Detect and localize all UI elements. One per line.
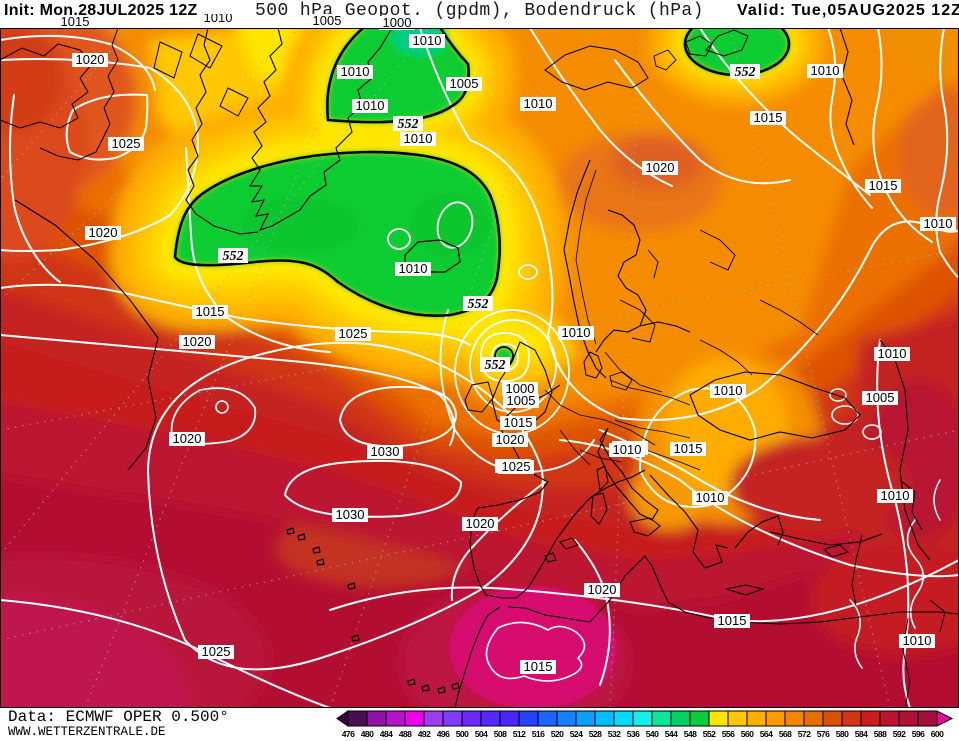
svg-text:1010: 1010	[524, 96, 553, 111]
svg-text:552: 552	[485, 358, 506, 373]
svg-text:552: 552	[223, 249, 244, 264]
svg-text:596: 596	[912, 729, 925, 739]
svg-text:1010: 1010	[881, 488, 910, 503]
svg-text:488: 488	[399, 729, 412, 739]
svg-text:1020: 1020	[646, 160, 675, 175]
svg-text:1030: 1030	[371, 444, 400, 459]
svg-text:1005: 1005	[866, 390, 895, 405]
svg-text:512: 512	[513, 729, 526, 739]
svg-text:524: 524	[570, 729, 583, 739]
svg-text:1015: 1015	[674, 441, 703, 456]
svg-text:564: 564	[760, 729, 773, 739]
svg-text:568: 568	[779, 729, 792, 739]
svg-text:1025: 1025	[202, 644, 231, 659]
svg-text:592: 592	[893, 729, 906, 739]
svg-text:1015: 1015	[524, 659, 553, 674]
svg-text:476: 476	[342, 729, 355, 739]
svg-text:1020: 1020	[183, 334, 212, 349]
svg-text:1010: 1010	[811, 63, 840, 78]
svg-text:500: 500	[456, 729, 469, 739]
svg-text:1020: 1020	[588, 582, 617, 597]
svg-text:1010: 1010	[878, 346, 907, 361]
svg-text:1000: 1000	[383, 15, 412, 30]
svg-text:1005: 1005	[450, 76, 479, 91]
svg-text:552: 552	[735, 65, 756, 80]
svg-text:552: 552	[703, 729, 716, 739]
svg-text:588: 588	[874, 729, 887, 739]
svg-text:1005: 1005	[313, 14, 342, 28]
svg-text:1010: 1010	[399, 261, 428, 276]
svg-text:1000: 1000	[506, 381, 535, 396]
svg-text:1015: 1015	[754, 110, 783, 125]
svg-text:480: 480	[361, 729, 374, 739]
svg-text:1025: 1025	[339, 326, 368, 341]
svg-text:516: 516	[532, 729, 545, 739]
svg-text:1030: 1030	[336, 507, 365, 522]
svg-text:1010: 1010	[356, 98, 385, 113]
svg-text:552: 552	[468, 297, 489, 312]
svg-text:1020: 1020	[173, 431, 202, 446]
svg-text:1015: 1015	[504, 415, 533, 430]
svg-text:600: 600	[931, 729, 944, 739]
svg-text:520: 520	[551, 729, 564, 739]
svg-text:1020: 1020	[496, 432, 525, 447]
svg-text:1010: 1010	[714, 383, 743, 398]
svg-text:556: 556	[722, 729, 735, 739]
svg-text:528: 528	[589, 729, 602, 739]
svg-text:496: 496	[437, 729, 450, 739]
svg-text:580: 580	[836, 729, 849, 739]
svg-text:1010: 1010	[562, 325, 591, 340]
svg-text:1005: 1005	[507, 393, 536, 408]
svg-text:504: 504	[475, 729, 488, 739]
svg-text:1020: 1020	[466, 516, 495, 531]
svg-text:1010: 1010	[404, 131, 433, 146]
svg-text:544: 544	[665, 729, 678, 739]
svg-text:1015: 1015	[196, 304, 225, 319]
svg-text:572: 572	[798, 729, 811, 739]
svg-text:560: 560	[741, 729, 754, 739]
svg-text:584: 584	[855, 729, 868, 739]
svg-text:1020: 1020	[76, 52, 105, 67]
svg-text:540: 540	[646, 729, 659, 739]
svg-text:1010: 1010	[204, 14, 233, 25]
svg-text:508: 508	[494, 729, 507, 739]
svg-text:1025: 1025	[112, 136, 141, 151]
svg-text:1010: 1010	[413, 33, 442, 48]
svg-text:532: 532	[608, 729, 621, 739]
svg-text:1010: 1010	[613, 442, 642, 457]
svg-text:1025: 1025	[502, 459, 531, 474]
svg-text:1015: 1015	[718, 613, 747, 628]
svg-text:492: 492	[418, 729, 431, 739]
svg-text:1010: 1010	[903, 633, 932, 648]
svg-text:1020: 1020	[89, 225, 118, 240]
svg-text:548: 548	[684, 729, 697, 739]
svg-text:536: 536	[627, 729, 640, 739]
svg-text:552: 552	[398, 117, 419, 132]
svg-text:484: 484	[380, 729, 393, 739]
svg-text:1010: 1010	[696, 490, 725, 505]
svg-text:1010: 1010	[341, 64, 370, 79]
svg-text:1015: 1015	[869, 178, 898, 193]
svg-text:576: 576	[817, 729, 830, 739]
svg-text:1010: 1010	[924, 216, 953, 231]
svg-text:1015: 1015	[61, 14, 90, 29]
